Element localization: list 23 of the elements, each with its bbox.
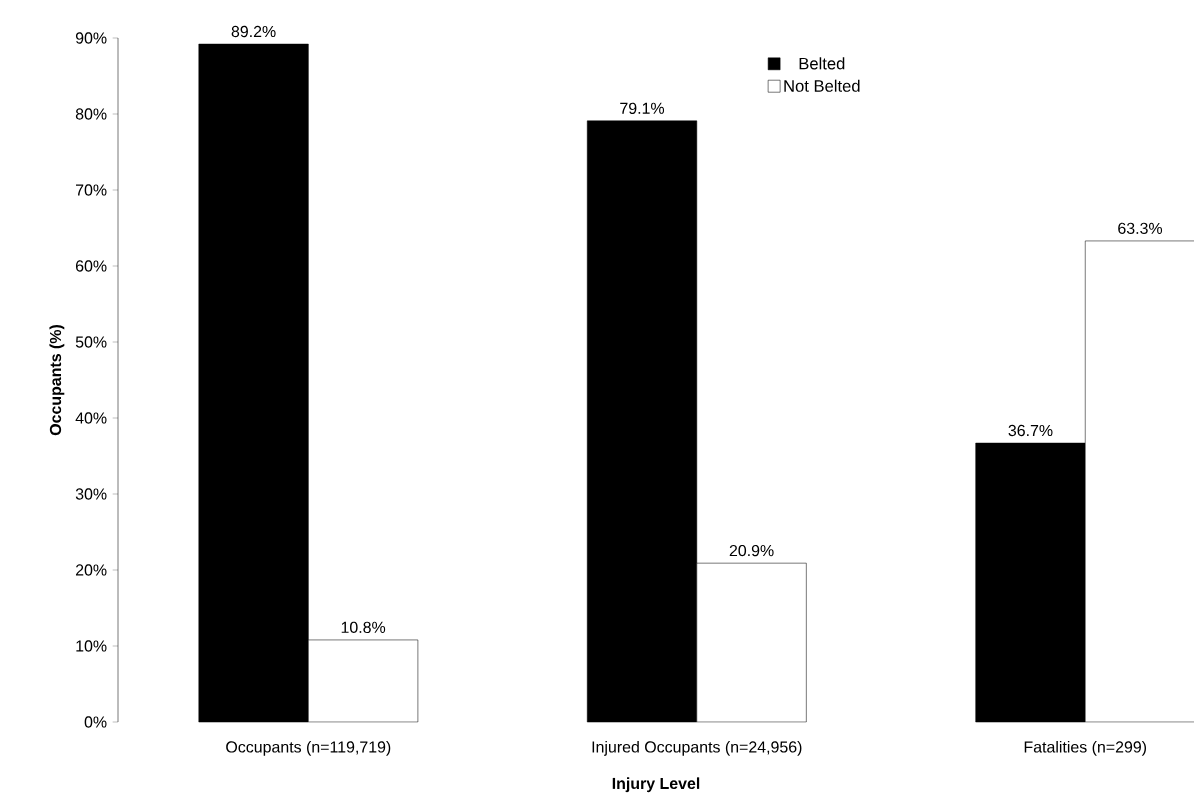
y-tick-label: 60% <box>76 260 107 272</box>
x-tick-label: Occupants (n=119,719) <box>226 740 391 756</box>
y-tick-label: 70% <box>76 184 107 196</box>
y-axis-title: Occupants (%) <box>49 325 65 436</box>
data-label: 10.8% <box>341 621 386 633</box>
data-label: 20.9% <box>729 544 774 557</box>
y-tick-label: 50% <box>75 336 107 348</box>
y-tick-label: 0% <box>84 716 107 728</box>
x-tick-label: Fatalities (n=299) <box>1024 740 1147 756</box>
y-tick-label: 10% <box>76 640 107 652</box>
legend-label: Belted <box>799 57 845 70</box>
legend-label: Not Belted <box>784 79 860 92</box>
y-tick-label: 30% <box>75 488 107 500</box>
data-label: 89.2% <box>231 25 276 38</box>
y-tick-label: 90% <box>75 32 107 44</box>
y-tick-label: 20% <box>75 564 107 576</box>
x-axis-title: Injury Level <box>612 777 700 793</box>
data-label: 79.1% <box>620 102 665 114</box>
y-tick-label: 40% <box>75 412 107 424</box>
x-tick-label: Injured Occupants (n=24,956) <box>592 740 802 756</box>
y-tick-label: 80% <box>75 108 107 120</box>
data-label: 63.3% <box>1118 222 1163 234</box>
data-label: 36.7% <box>1008 424 1053 437</box>
